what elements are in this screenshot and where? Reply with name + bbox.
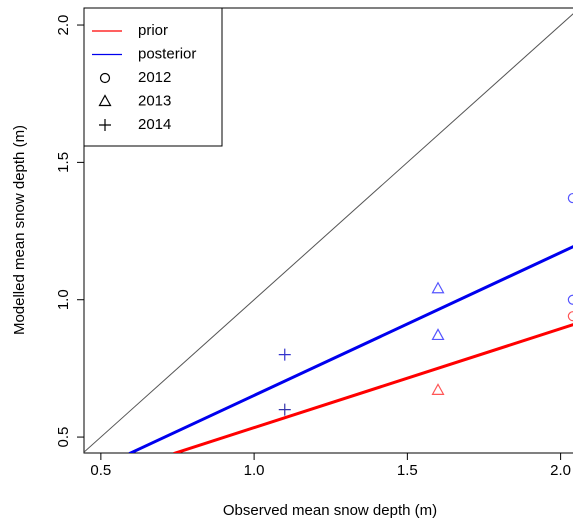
- y-tick-label: 2.0: [55, 15, 72, 36]
- point: [567, 192, 573, 204]
- x-tick-label: 1.5: [397, 462, 418, 479]
- legend-label: 2014: [138, 116, 171, 133]
- point: [567, 294, 573, 305]
- point: [431, 383, 445, 395]
- model-line: [128, 245, 573, 453]
- y-axis-label: Modelled mean snow depth (m): [11, 125, 28, 335]
- legend-label: posterior: [138, 45, 196, 62]
- point: [567, 311, 573, 322]
- legend-symbol: [99, 72, 111, 84]
- legend-symbol: [98, 94, 112, 107]
- x-axis-label: Observed mean snow depth (m): [223, 502, 437, 519]
- point: [278, 348, 291, 361]
- model-line: [173, 323, 573, 453]
- x-tick-label: 2.0: [550, 462, 571, 479]
- point: [431, 328, 445, 341]
- legend-label: 2012: [138, 69, 171, 86]
- legend-symbol: [99, 119, 111, 131]
- reference-line: [84, 13, 573, 453]
- point: [431, 281, 445, 294]
- x-tick-label: 1.0: [244, 462, 265, 479]
- plot-frame: [83, 7, 573, 454]
- plot-area: [84, 13, 573, 453]
- y-tick-label: 1.5: [55, 152, 72, 173]
- y-tick-label: 1.0: [55, 289, 72, 310]
- legend-label: prior: [138, 22, 168, 39]
- y-tick-label: 0.5: [55, 427, 72, 448]
- point: [278, 403, 291, 416]
- legend-box: [83, 7, 223, 147]
- x-tick-label: 0.5: [90, 462, 111, 479]
- legend-label: 2013: [138, 92, 171, 109]
